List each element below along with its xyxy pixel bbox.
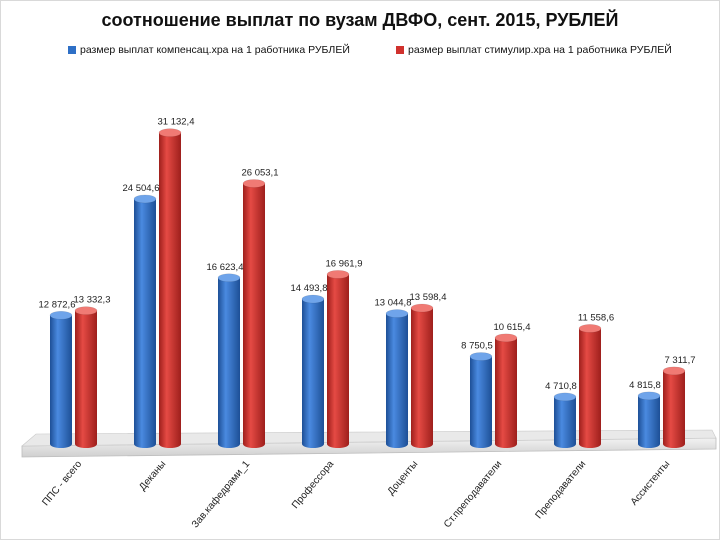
data-label-compensation-1: 24 504,6 — [123, 183, 160, 194]
x-tick-label-7: Ассистенты — [629, 459, 673, 508]
data-label-stimulation-4: 13 598,4 — [410, 292, 447, 303]
legend-item-compensation: размер выплат компенсац.хра на 1 работни… — [68, 44, 350, 56]
bar-compensation-3 — [301, 294, 325, 448]
legend-label-compensation: размер выплат компенсац.хра на 1 работни… — [80, 44, 350, 56]
data-label-stimulation-6: 11 558,6 — [578, 312, 614, 323]
legend-item-stimulation: размер выплат стимулир.хра на 1 работник… — [396, 44, 672, 56]
bar-compensation-7 — [637, 391, 661, 448]
bar-compensation-2 — [217, 273, 241, 448]
data-label-stimulation-7: 7 311,7 — [665, 355, 696, 366]
bar-stimulation-1 — [158, 128, 182, 448]
data-label-compensation-4: 13 044,8 — [375, 298, 412, 309]
data-label-stimulation-0: 13 332,3 — [74, 295, 111, 306]
chart-title: соотношение выплат по вузам ДВФО, сент. … — [101, 10, 619, 30]
x-tick-label-1: Деканы — [137, 459, 168, 493]
data-label-compensation-7: 4 815,8 — [629, 380, 661, 391]
data-label-stimulation-5: 10 615,4 — [494, 322, 531, 333]
bar-compensation-1 — [133, 194, 157, 448]
bar-compensation-5 — [469, 352, 493, 448]
data-label-stimulation-2: 26 053,1 — [242, 167, 279, 178]
bar-stimulation-0 — [74, 306, 98, 448]
data-label-stimulation-1: 31 132,4 — [158, 117, 195, 128]
data-label-compensation-0: 12 872,6 — [39, 299, 76, 310]
x-tick-label-0: ППС - всего — [40, 459, 84, 509]
data-label-compensation-6: 4 710,8 — [545, 381, 577, 392]
bar-compensation-0 — [49, 311, 73, 448]
data-label-compensation-2: 16 623,4 — [207, 262, 244, 273]
bar-stimulation-2 — [242, 179, 266, 448]
x-tick-label-2: Зав.кафедрами_1 — [189, 458, 252, 530]
bar-stimulation-5 — [494, 333, 518, 448]
bar-stimulation-4 — [410, 303, 434, 448]
legend-swatch-stimulation — [396, 46, 404, 54]
x-tick-label-5: Ст.преподаватели — [442, 459, 504, 530]
x-tick-label-4: Доценты — [386, 459, 421, 497]
x-tick-label-3: Профессора — [289, 458, 336, 511]
x-tick-label-6: Преподаватели — [534, 459, 589, 521]
data-label-compensation-3: 14 493,8 — [291, 283, 328, 294]
bar-stimulation-6 — [578, 324, 602, 448]
legend-swatch-compensation — [68, 46, 76, 54]
bar-stimulation-3 — [326, 270, 350, 448]
bar-stimulation-7 — [662, 366, 686, 448]
bar-compensation-6 — [553, 392, 577, 448]
data-label-compensation-5: 8 750,5 — [461, 340, 493, 351]
bar-compensation-4 — [385, 309, 409, 448]
data-label-stimulation-3: 16 961,9 — [326, 258, 363, 269]
legend-label-stimulation: размер выплат стимулир.хра на 1 работник… — [408, 44, 672, 56]
legend: размер выплат компенсац.хра на 1 работни… — [0, 44, 720, 62]
